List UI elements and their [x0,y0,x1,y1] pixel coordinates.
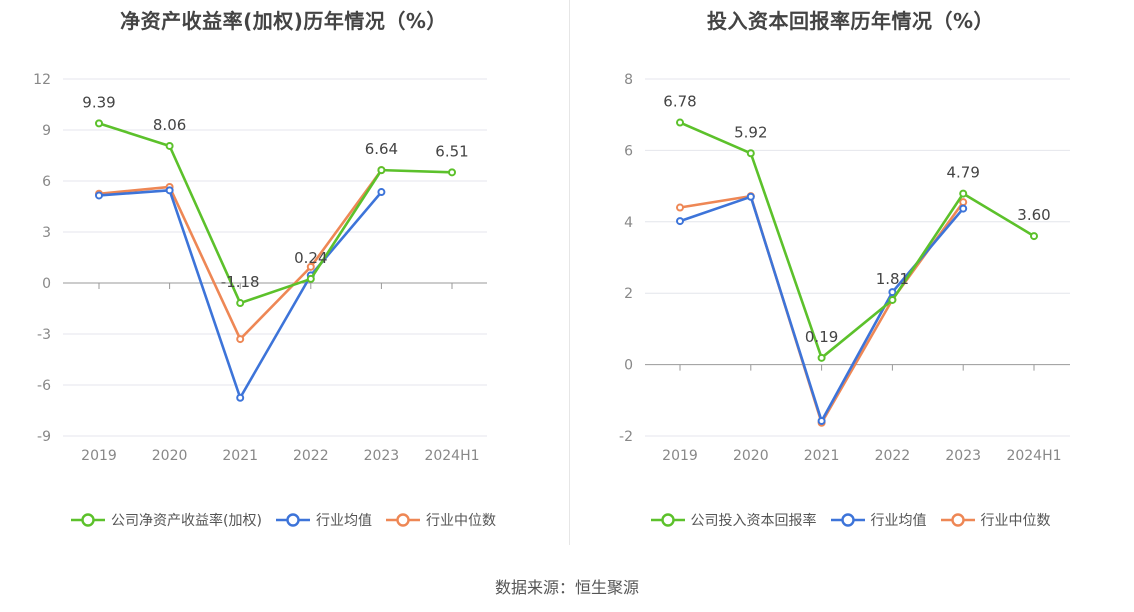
data-point [306,274,315,283]
legend-swatch-icon [940,513,975,527]
y-tick-label: 8 [624,72,633,88]
data-point [817,417,826,426]
legend-item[interactable]: 行业均值 [830,510,927,530]
x-tick-label: 2023 [364,448,400,464]
data-point [959,204,968,213]
panel-divider [569,0,570,545]
roe-chart-legend: 公司净资产收益率(加权) 行业均值 行业中位数 [0,510,567,530]
data-point [165,186,174,195]
legend-swatch-icon [650,513,685,527]
data-label: 5.92 [734,123,767,141]
y-tick-label: 0 [624,358,633,374]
legend-label: 公司投入资本回报率 [690,513,817,529]
data-label: 3.60 [1017,206,1050,224]
x-tick-label: 2021 [222,448,258,464]
x-tick-label: 2022 [293,448,329,464]
data-point [746,149,755,158]
data-label: 9.39 [82,93,115,111]
legend-item[interactable]: 公司净资产收益率(加权) [71,510,262,530]
y-tick-label: -2 [619,429,633,445]
legend-label: 行业均值 [870,513,927,529]
data-label: -1.18 [221,273,260,291]
data-label: 0.19 [805,328,838,346]
data-source-note: 数据来源：恒生聚源 [494,578,639,597]
series-line [679,121,1035,360]
legend-item[interactable]: 行业中位数 [385,510,496,530]
x-tick-label: 2023 [945,448,981,464]
data-point [888,295,897,304]
y-tick-label: 3 [42,225,51,241]
roic-chart-panel: 投入资本回报率历年情况（%） 8 6 4 2 0 -2 2019 2020 2021 2022 20… [567,0,1134,560]
x-tick-label: 2024H1 [424,448,479,464]
legend-swatch-icon [275,513,310,527]
y-tick-label: 6 [624,143,633,159]
data-point [888,288,897,297]
x-tick-label: 2021 [804,448,840,464]
data-label: 4.79 [946,164,979,182]
legend-swatch-icon [385,513,420,527]
series-line [98,189,383,400]
data-point [95,119,103,128]
data-point [676,217,684,226]
y-tick-label: 6 [42,174,51,190]
legend-label: 公司净资产收益率(加权) [111,513,262,529]
data-point [95,191,103,200]
x-tick-label: 2024H1 [1006,448,1061,464]
data-point [236,335,245,344]
legend-item[interactable]: 行业均值 [275,510,372,530]
data-label: 8.06 [153,116,186,134]
data-point [377,166,386,175]
data-point [746,192,755,201]
legend-swatch-icon [830,513,865,527]
roic-chart: 8 6 4 2 0 -2 2019 2020 2021 2022 2023 2024H1 6.78 5.9… [619,72,1070,464]
roe-chart-panel: 净资产收益率(加权)历年情况（%） 12 9 6 3 0 -3 -6 -9 2019 2020 20… [0,0,567,560]
y-tick-label: -9 [37,429,51,445]
legend-swatch-icon [71,513,106,527]
legend-item[interactable]: 公司投入资本回报率 [650,510,817,530]
data-point [959,198,968,207]
data-label: 0.24 [294,249,327,267]
data-label: 6.78 [663,93,696,111]
x-tick-label: 2020 [733,448,769,464]
data-point [377,188,386,197]
series-line [679,194,965,425]
x-tick-label: 2019 [662,448,698,464]
roic-chart-legend: 公司投入资本回报率 行业均值 行业中位数 [567,510,1134,530]
data-point [817,353,826,362]
series-line [98,122,453,305]
data-point [236,299,245,308]
data-point [448,168,456,177]
x-tick-label: 2020 [152,448,188,464]
data-point [676,118,684,127]
legend-item[interactable]: 行业中位数 [940,510,1051,530]
y-tick-label: 12 [33,72,51,88]
y-tick-label: 9 [42,123,51,139]
data-point [1030,232,1038,241]
legend-label: 行业中位数 [425,513,496,529]
roic-chart-title: 投入资本回报率历年情况（%） [706,9,995,33]
data-point [959,189,968,198]
series-line [98,169,383,341]
series-line [679,195,965,423]
y-tick-label: 2 [624,286,633,302]
y-tick-label: 4 [624,215,633,231]
data-label: 1.81 [876,270,909,288]
data-point [306,262,315,271]
roe-chart: 12 9 6 3 0 -3 -6 -9 2019 2020 2021 2022 2023 2024H1 9.… [33,72,487,464]
y-tick-label: 0 [42,276,51,292]
data-label: 6.64 [365,140,398,158]
data-label: 6.51 [435,142,468,160]
data-point [236,393,245,402]
y-tick-label: -6 [37,378,51,394]
legend-label: 行业中位数 [980,513,1051,529]
y-tick-label: -3 [37,327,51,343]
data-point [165,141,174,150]
x-tick-label: 2022 [875,448,911,464]
x-tick-label: 2019 [81,448,117,464]
data-point [676,203,684,212]
legend-label: 行业均值 [315,513,372,529]
roe-chart-title: 净资产收益率(加权)历年情况（%） [120,9,447,33]
